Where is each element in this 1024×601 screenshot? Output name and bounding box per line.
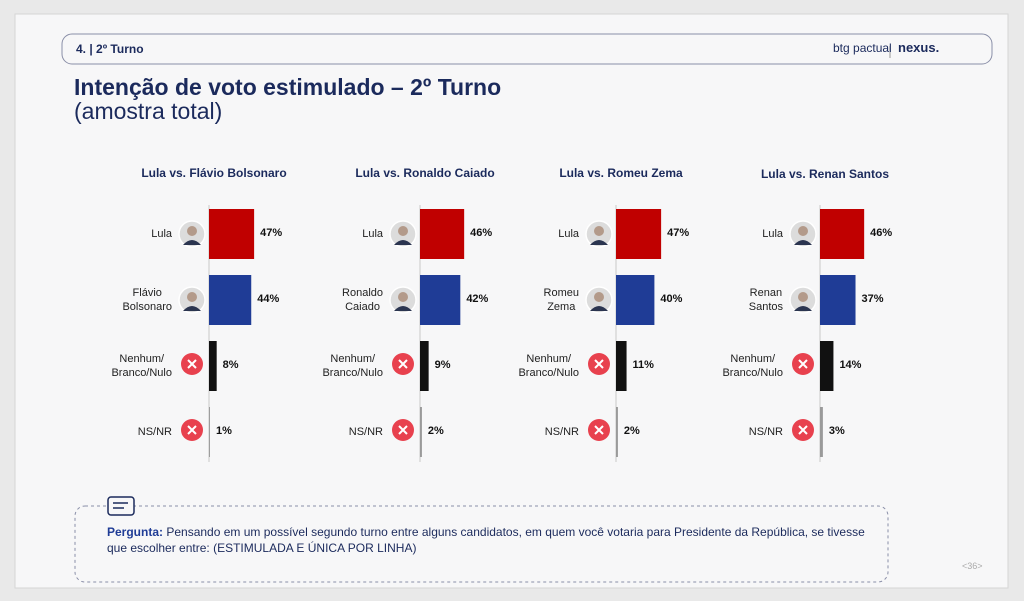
question-text: Pensando em um possível segundo turno en… [107,525,865,555]
avatar [398,226,408,236]
category-label: Romeu Zema [543,287,579,313]
bar [420,275,461,325]
value-label: 1% [215,425,232,437]
avatar [798,292,808,302]
bar [616,341,627,391]
category-label: Ronaldo Caiado [342,287,383,313]
avatar [183,306,201,311]
chart-title: Lula vs. Romeu Zema [559,166,683,180]
value-label: 2% [427,425,444,437]
avatar [594,226,604,236]
avatar [398,292,408,302]
category-label: Renan Santos [748,287,783,313]
none-icon [187,425,197,435]
bar [820,341,834,391]
bar [209,341,217,391]
question-label: Pergunta: [107,525,164,539]
avatar [590,306,608,311]
avatar [798,226,808,236]
category-label: Lula [762,228,783,240]
none-icon [187,359,197,369]
bar [209,407,210,457]
section-label: 4. | 2º Turno [76,42,144,56]
category-label: Nenhum/ Branco/Nulo [322,353,383,379]
chart-title: Lula vs. Renan Santos [760,167,890,181]
category-label: Flávio Bolsonaro [122,287,172,313]
question-icon [107,496,135,516]
bar [209,275,252,325]
chart-title: Lula vs. Flávio Bolsonaro [141,166,287,180]
bar [820,407,823,457]
category-label: NS/NR [348,426,383,438]
bar [820,275,856,325]
avatar [183,240,201,245]
bar [820,209,865,259]
category-label: NS/NR [544,426,579,438]
value-label: 47% [667,227,690,239]
bar [616,275,655,325]
question-frame [74,505,889,583]
none-icon [798,359,808,369]
none-icon [398,359,408,369]
category-label: Nenhum/ Branco/Nulo [722,353,783,379]
avatar [394,306,412,311]
title: Intenção de voto estimulado – 2º Turno [74,74,502,100]
avatar [590,240,608,245]
logo: nexus. [898,40,940,55]
value-label: 40% [660,293,683,305]
value-label: 8% [222,359,239,371]
value-label: 14% [839,359,862,371]
bar [420,341,429,391]
value-label: 47% [260,227,283,239]
value-label: 2% [623,425,640,437]
avatar [594,292,604,302]
avatar [794,240,812,245]
bar [209,209,255,259]
subtitle: (amostra total) [74,98,223,124]
none-icon [398,425,408,435]
category-label: Lula [558,228,579,240]
value-label: 9% [434,359,451,371]
value-label: 3% [828,425,845,437]
none-icon [594,359,604,369]
category-label: Nenhum/ Branco/Nulo [518,353,579,379]
value-label: 42% [466,293,489,305]
category-label: Lula [151,228,172,240]
logo: btg pactual [833,41,892,55]
value-label: 11% [632,359,654,371]
category-label: Nenhum/ Branco/Nulo [111,353,172,379]
value-label: 37% [861,293,884,305]
avatar [187,226,197,236]
none-icon [594,425,604,435]
header-frame [61,33,993,65]
value-label: 46% [470,227,493,239]
bar [420,209,465,259]
category-label: Lula [362,228,383,240]
chart-title: Lula vs. Ronaldo Caiado [355,166,495,180]
none-icon [798,425,808,435]
bar [616,407,618,457]
question: Pergunta: Pensando em um possível segund… [107,524,882,556]
avatar [394,240,412,245]
value-label: 46% [870,227,893,239]
avatar [794,306,812,311]
value-label: 44% [257,293,280,305]
avatar [187,292,197,302]
bar [616,209,662,259]
category-label: NS/NR [137,426,172,438]
page-number: <36> [962,561,983,571]
bar [420,407,422,457]
category-label: NS/NR [748,426,783,438]
